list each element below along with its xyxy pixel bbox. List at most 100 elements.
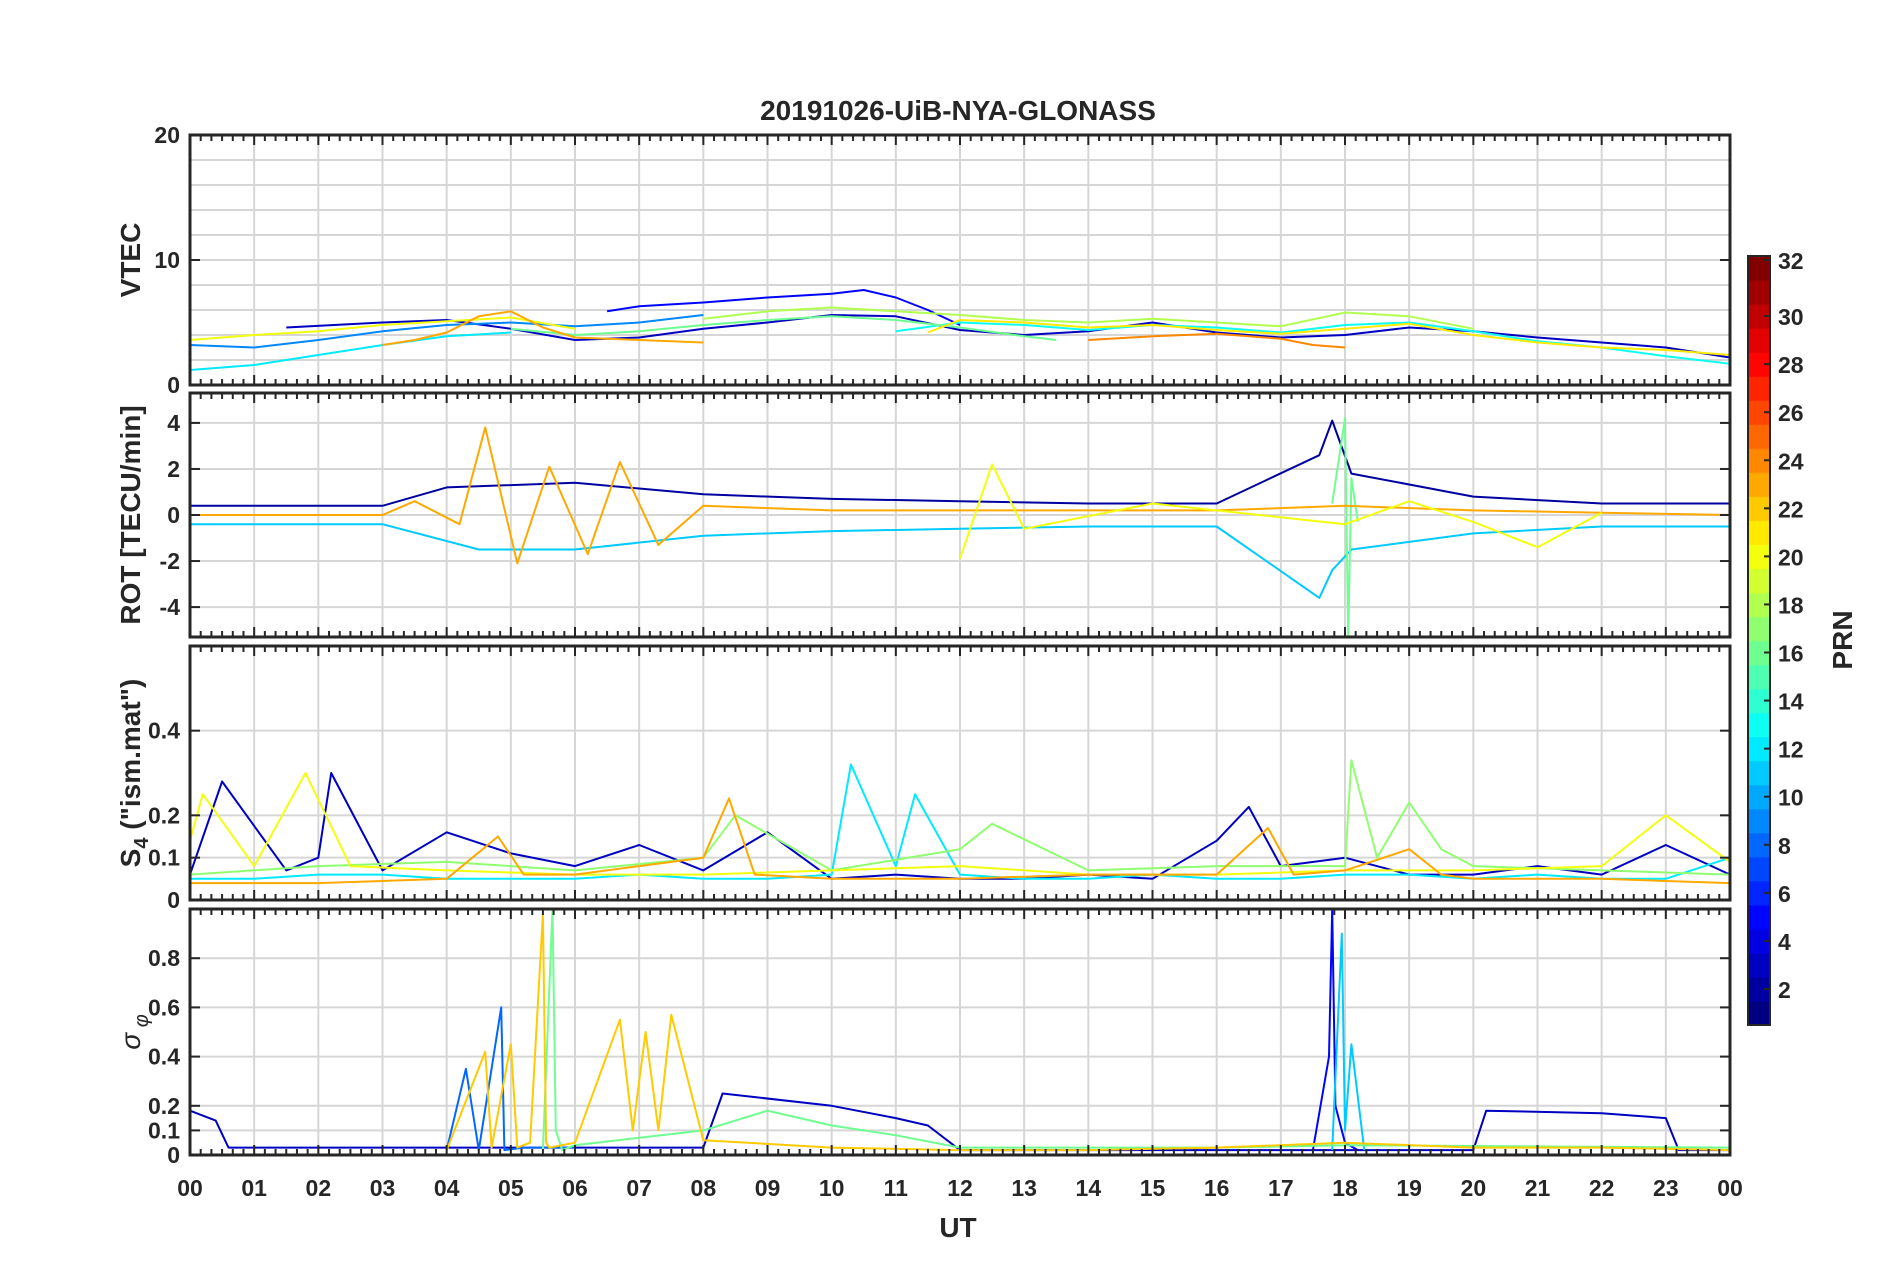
x-tick-label: 10 <box>819 1175 845 1201</box>
colorbar-tick-label: 18 <box>1778 592 1804 618</box>
series-line-prn-12 <box>190 331 511 371</box>
x-tick-label: 12 <box>947 1175 973 1201</box>
colorbar-cell <box>1748 880 1770 906</box>
colorbar-cell <box>1748 688 1770 714</box>
y-tick-label: 2 <box>167 456 180 482</box>
panel-4: 00.10.2 0.4 0.6 0.8 σ φ <box>115 907 1732 1168</box>
series-line-prn-20 <box>190 316 576 341</box>
series-line-prn-24 <box>1088 332 1346 349</box>
colorbar-cell <box>1748 568 1770 594</box>
colorbar-frame <box>1747 255 1771 1026</box>
x-tick-label: 07 <box>626 1175 652 1201</box>
colorbar-tick-label: 26 <box>1778 400 1804 426</box>
x-tick-label: 14 <box>1076 1175 1102 1201</box>
y-tick-label: 0 <box>167 372 180 398</box>
x-tick-label: 18 <box>1332 1175 1358 1201</box>
colorbar-cell <box>1748 448 1770 473</box>
colorbar-cell <box>1748 832 1770 858</box>
colorbar-cell <box>1748 616 1770 642</box>
colorbar-cell <box>1748 1000 1770 1026</box>
y-tick-label: 0 <box>167 1142 180 1168</box>
colorbar-cell <box>1748 664 1770 690</box>
series-line-prn-8 <box>445 1006 575 1152</box>
series-line-prn-9 <box>190 314 704 349</box>
colorbar-cell <box>1748 928 1770 954</box>
y-tick-label: 0.1 <box>148 845 180 871</box>
series-line-prn-3 <box>286 314 1730 359</box>
series-group <box>190 289 1730 371</box>
x-tick-label: 16 <box>1204 1175 1230 1201</box>
colorbar-cell <box>1748 520 1770 545</box>
y-tick-label: 4 <box>167 410 180 436</box>
colorbar-tick-label: 8 <box>1778 833 1791 859</box>
series-line-prn-17 <box>190 759 1730 876</box>
y-axis-label: VTEC <box>115 223 146 298</box>
series-line-prn-20 <box>959 463 1603 560</box>
y-tick-label: 0.4 <box>148 718 180 744</box>
x-tick-label: 09 <box>755 1175 781 1201</box>
colorbar-cell <box>1748 376 1770 401</box>
colorbar-cell <box>1748 592 1770 618</box>
y-tick-label: -4 <box>160 594 181 620</box>
series-line-prn-23 <box>190 426 1730 565</box>
colorbar-cell <box>1748 640 1770 666</box>
series-line-prn-3 <box>190 1092 1730 1152</box>
x-tick-label: 04 <box>434 1175 460 1201</box>
x-axis-label: UT <box>939 1212 976 1243</box>
series-group <box>190 417 1730 637</box>
x-tick-label: 00 <box>177 1175 203 1201</box>
colorbar-label: PRN <box>1827 610 1858 669</box>
colorbar-cell <box>1748 808 1770 834</box>
colorbar-tick-label: 10 <box>1778 785 1804 811</box>
colorbar-cell <box>1748 400 1770 425</box>
series-group <box>190 909 1730 1152</box>
series-line-prn-16 <box>510 315 1057 341</box>
x-tick-label: 00 <box>1717 1175 1743 1201</box>
colorbar-cell <box>1748 472 1770 497</box>
panel-2: -4 -2 0 2 4 ROT [TECU/min] <box>115 391 1732 639</box>
colorbar-tick-label: 14 <box>1778 689 1804 715</box>
y-axis-label: ROT [TECU/min] <box>115 405 146 624</box>
x-tick-label: 05 <box>498 1175 524 1201</box>
series-line-prn-5 <box>1311 909 1359 1151</box>
series-line-prn-23 <box>382 310 704 346</box>
colorbar-cell <box>1748 952 1770 978</box>
colorbar-tick-label: 12 <box>1778 737 1804 763</box>
y-tick-label: 0.1 <box>148 1117 180 1143</box>
chart-title: 20191026-UiB-NYA-GLONASS <box>760 95 1156 126</box>
x-tick-label: 13 <box>1011 1175 1037 1201</box>
x-tick-label: 17 <box>1268 1175 1294 1201</box>
x-tick-label: 02 <box>306 1175 332 1201</box>
series-line-prn-23 <box>190 797 1730 885</box>
colorbar-tick-label: 30 <box>1778 304 1804 330</box>
colorbar-cell <box>1748 304 1770 329</box>
y-tick-label: 0.2 <box>148 1093 180 1119</box>
y-tick-label: 0.8 <box>148 945 180 971</box>
x-tick-label: 01 <box>241 1175 267 1201</box>
y-tick-label: 0.2 <box>148 802 180 828</box>
y-tick-label: 0.6 <box>148 994 180 1020</box>
series-line-prn-18 <box>703 306 1474 330</box>
panel-1: 0 10 20 VTEC <box>115 122 1732 398</box>
colorbar-tick-label: 16 <box>1778 641 1804 667</box>
y-tick-label: -2 <box>160 548 180 574</box>
series-line-prn-16 <box>1331 417 1359 637</box>
colorbar-cell <box>1748 784 1770 810</box>
colorbar-tick-label: 4 <box>1778 929 1791 955</box>
colorbar-cell <box>1748 280 1770 305</box>
x-axis: 00 01 02 03 04 05 06 07 08 09 10 11 12 13 14 15 16 17 18 19… <box>177 1175 1743 1201</box>
colorbar-tick-label: 2 <box>1778 977 1791 1003</box>
panel-3: 0 0.1 0.2 0.4S4 ("ism.mat") <box>115 644 1732 913</box>
colorbar-tick-label: 22 <box>1778 496 1804 522</box>
colorbar-cell <box>1748 352 1770 377</box>
x-tick-label: 03 <box>370 1175 396 1201</box>
y-tick-label: 0 <box>167 502 180 528</box>
series-group <box>190 759 1730 885</box>
y-tick-label: 10 <box>154 247 180 273</box>
x-tick-label: 21 <box>1525 1175 1551 1201</box>
series-line-prn-11 <box>190 523 1730 599</box>
x-tick-label: 06 <box>562 1175 588 1201</box>
colorbar-tick-label: 32 <box>1778 248 1804 274</box>
series-line-prn-22 <box>445 912 1730 1152</box>
